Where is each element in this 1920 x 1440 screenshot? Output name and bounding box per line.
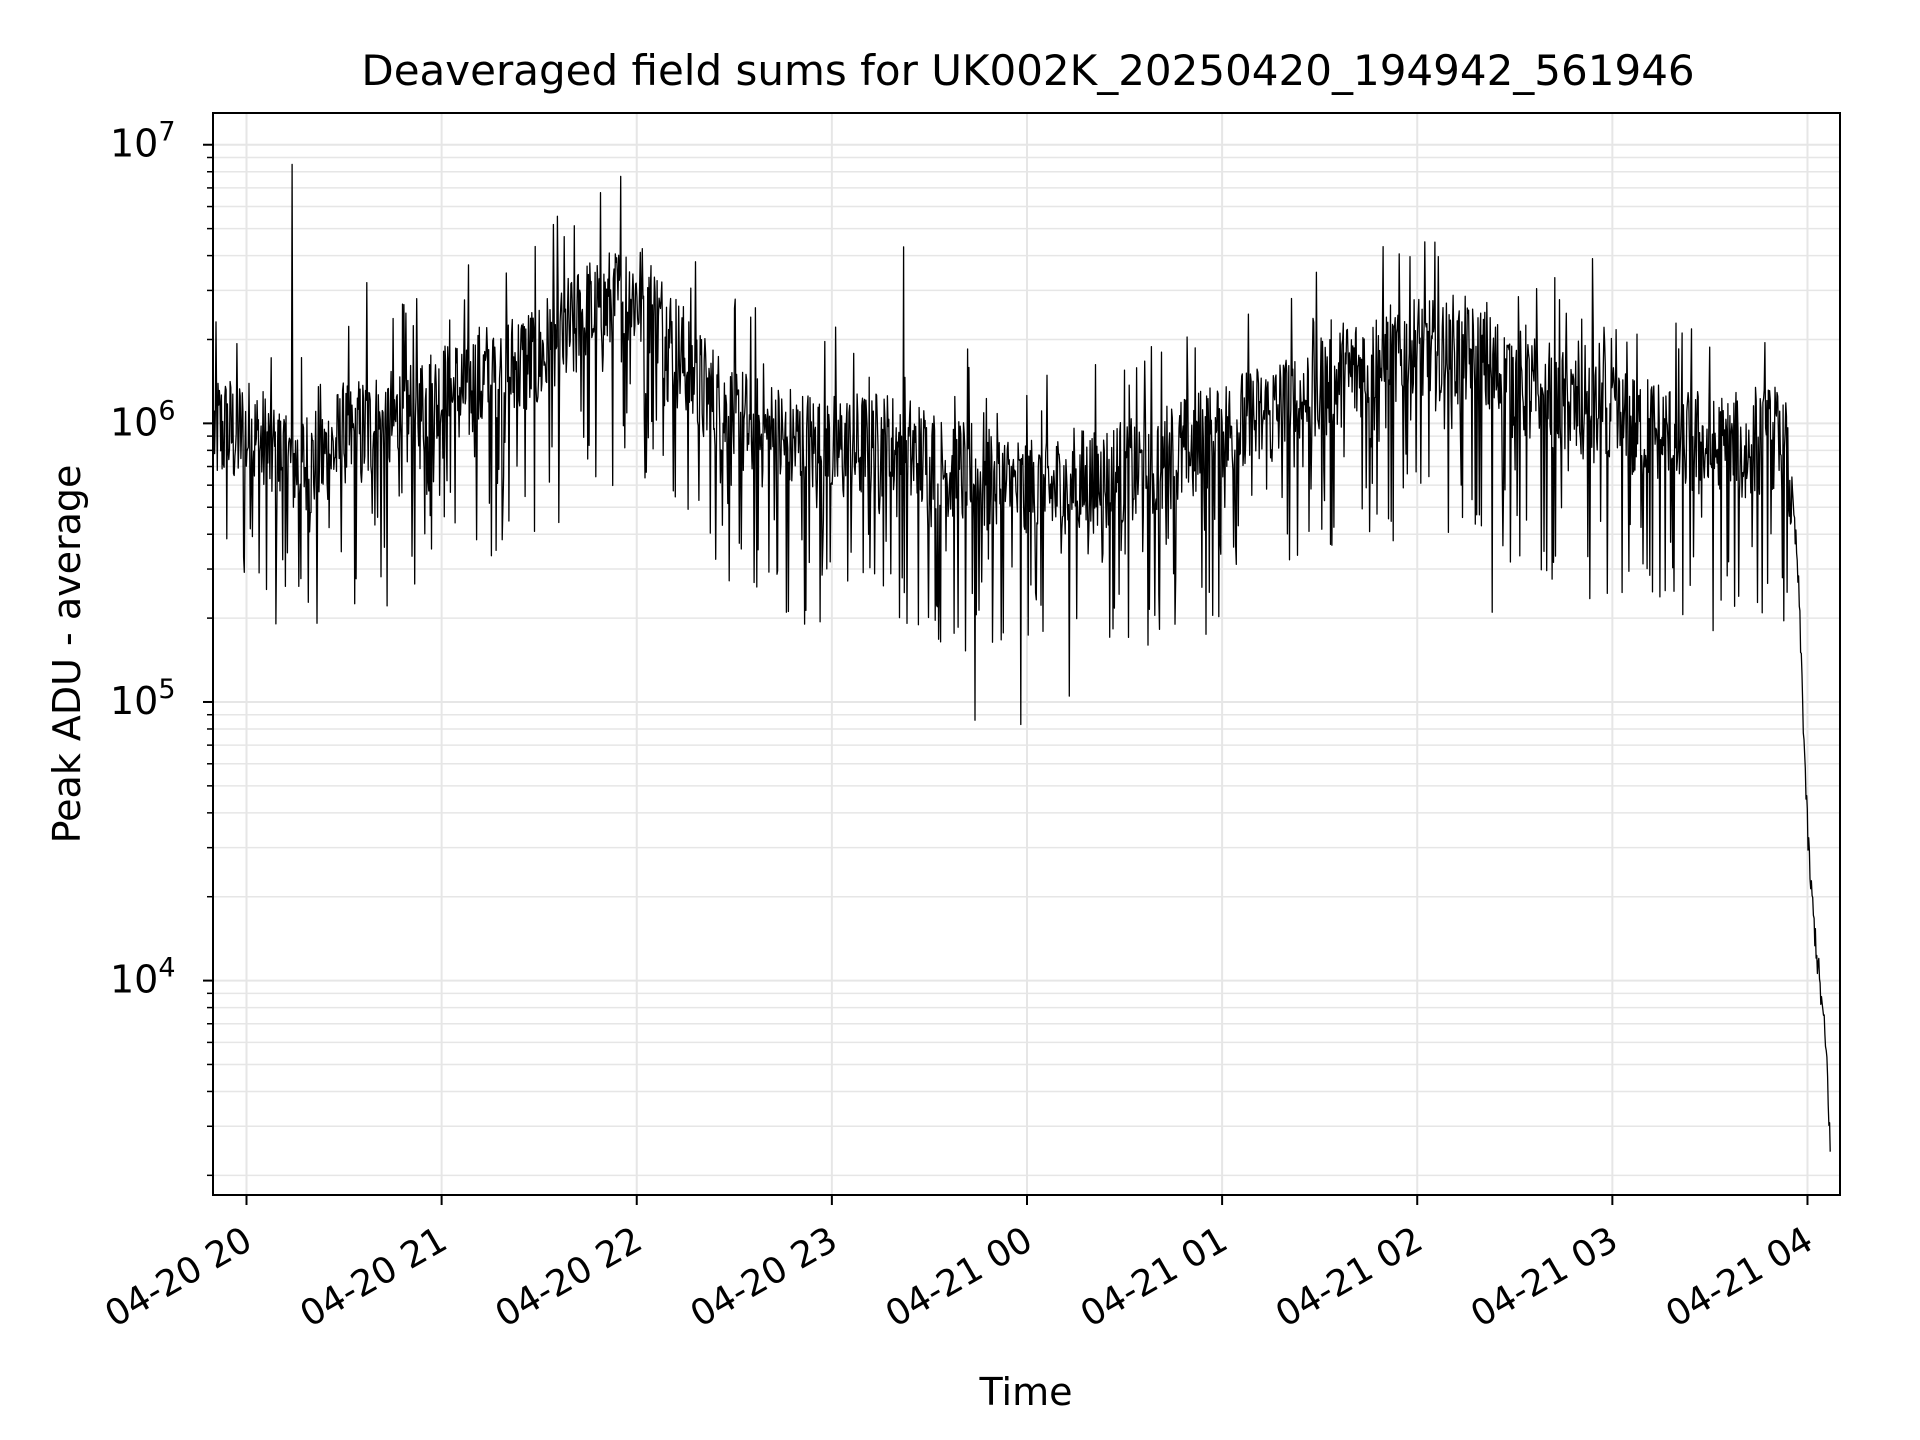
y-axis-label: Peak ADU - average: [45, 465, 89, 844]
x-tick-label: 04-21 03: [1464, 1219, 1625, 1335]
x-axis-label: Time: [979, 1370, 1073, 1414]
x-tick-label: 04-20 20: [98, 1219, 259, 1335]
y-tick-label: 104: [110, 953, 176, 1002]
chart-title: Deaveraged field sums for UK002K_2025042…: [361, 46, 1694, 95]
x-tick-label: 04-20 23: [684, 1219, 845, 1335]
y-tick-label: 105: [110, 674, 176, 723]
x-tick-label: 04-20 21: [293, 1219, 454, 1335]
y-axis-ticks: 104 105 106 107: [110, 117, 213, 1177]
grid: [213, 113, 1840, 1195]
x-tick-label: 04-21 01: [1074, 1219, 1235, 1335]
y-tick-label: 106: [110, 395, 176, 444]
x-tick-label: 04-21 02: [1269, 1219, 1430, 1335]
x-tick-label: 04-20 22: [489, 1219, 650, 1335]
x-axis-ticks: 04-20 20 04-20 21 04-20 22 04-20 23 04-21 00…: [98, 1195, 1820, 1336]
x-tick-label: 04-21 00: [879, 1219, 1040, 1335]
series-line: [213, 163, 1831, 1152]
y-tick-label: 107: [110, 117, 176, 166]
x-tick-label: 04-21 04: [1659, 1219, 1820, 1335]
series-path: [213, 163, 1831, 1152]
